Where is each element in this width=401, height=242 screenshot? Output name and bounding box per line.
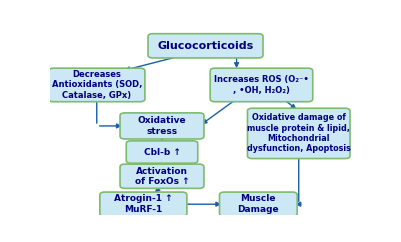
FancyBboxPatch shape bbox=[210, 68, 313, 102]
Text: Oxidative
stress: Oxidative stress bbox=[138, 116, 186, 136]
FancyBboxPatch shape bbox=[247, 108, 350, 159]
Text: Decreases
Antioxidants (SOD,
Catalase, GPx): Decreases Antioxidants (SOD, Catalase, G… bbox=[52, 70, 142, 100]
Text: Atrogin-1 ↑
MuRF-1: Atrogin-1 ↑ MuRF-1 bbox=[114, 195, 173, 214]
FancyBboxPatch shape bbox=[126, 141, 198, 163]
Text: Activation
of FoxOs ↑: Activation of FoxOs ↑ bbox=[135, 166, 189, 186]
FancyBboxPatch shape bbox=[219, 192, 297, 216]
FancyBboxPatch shape bbox=[120, 164, 204, 188]
FancyBboxPatch shape bbox=[120, 113, 204, 139]
Text: Muscle
Damage: Muscle Damage bbox=[237, 195, 279, 214]
Text: Cbl-b ↑: Cbl-b ↑ bbox=[144, 148, 180, 157]
Text: Oxidative damage of
muscle protein & lipid,
Mitochondrial
dysfunction, Apoptosis: Oxidative damage of muscle protein & lip… bbox=[247, 113, 351, 153]
FancyBboxPatch shape bbox=[100, 192, 187, 216]
FancyBboxPatch shape bbox=[49, 68, 145, 102]
Text: Glucocorticoids: Glucocorticoids bbox=[157, 41, 254, 51]
FancyBboxPatch shape bbox=[148, 34, 263, 58]
Text: Increases ROS (O₂⁻•
, •OH, H₂O₂): Increases ROS (O₂⁻• , •OH, H₂O₂) bbox=[214, 75, 309, 95]
